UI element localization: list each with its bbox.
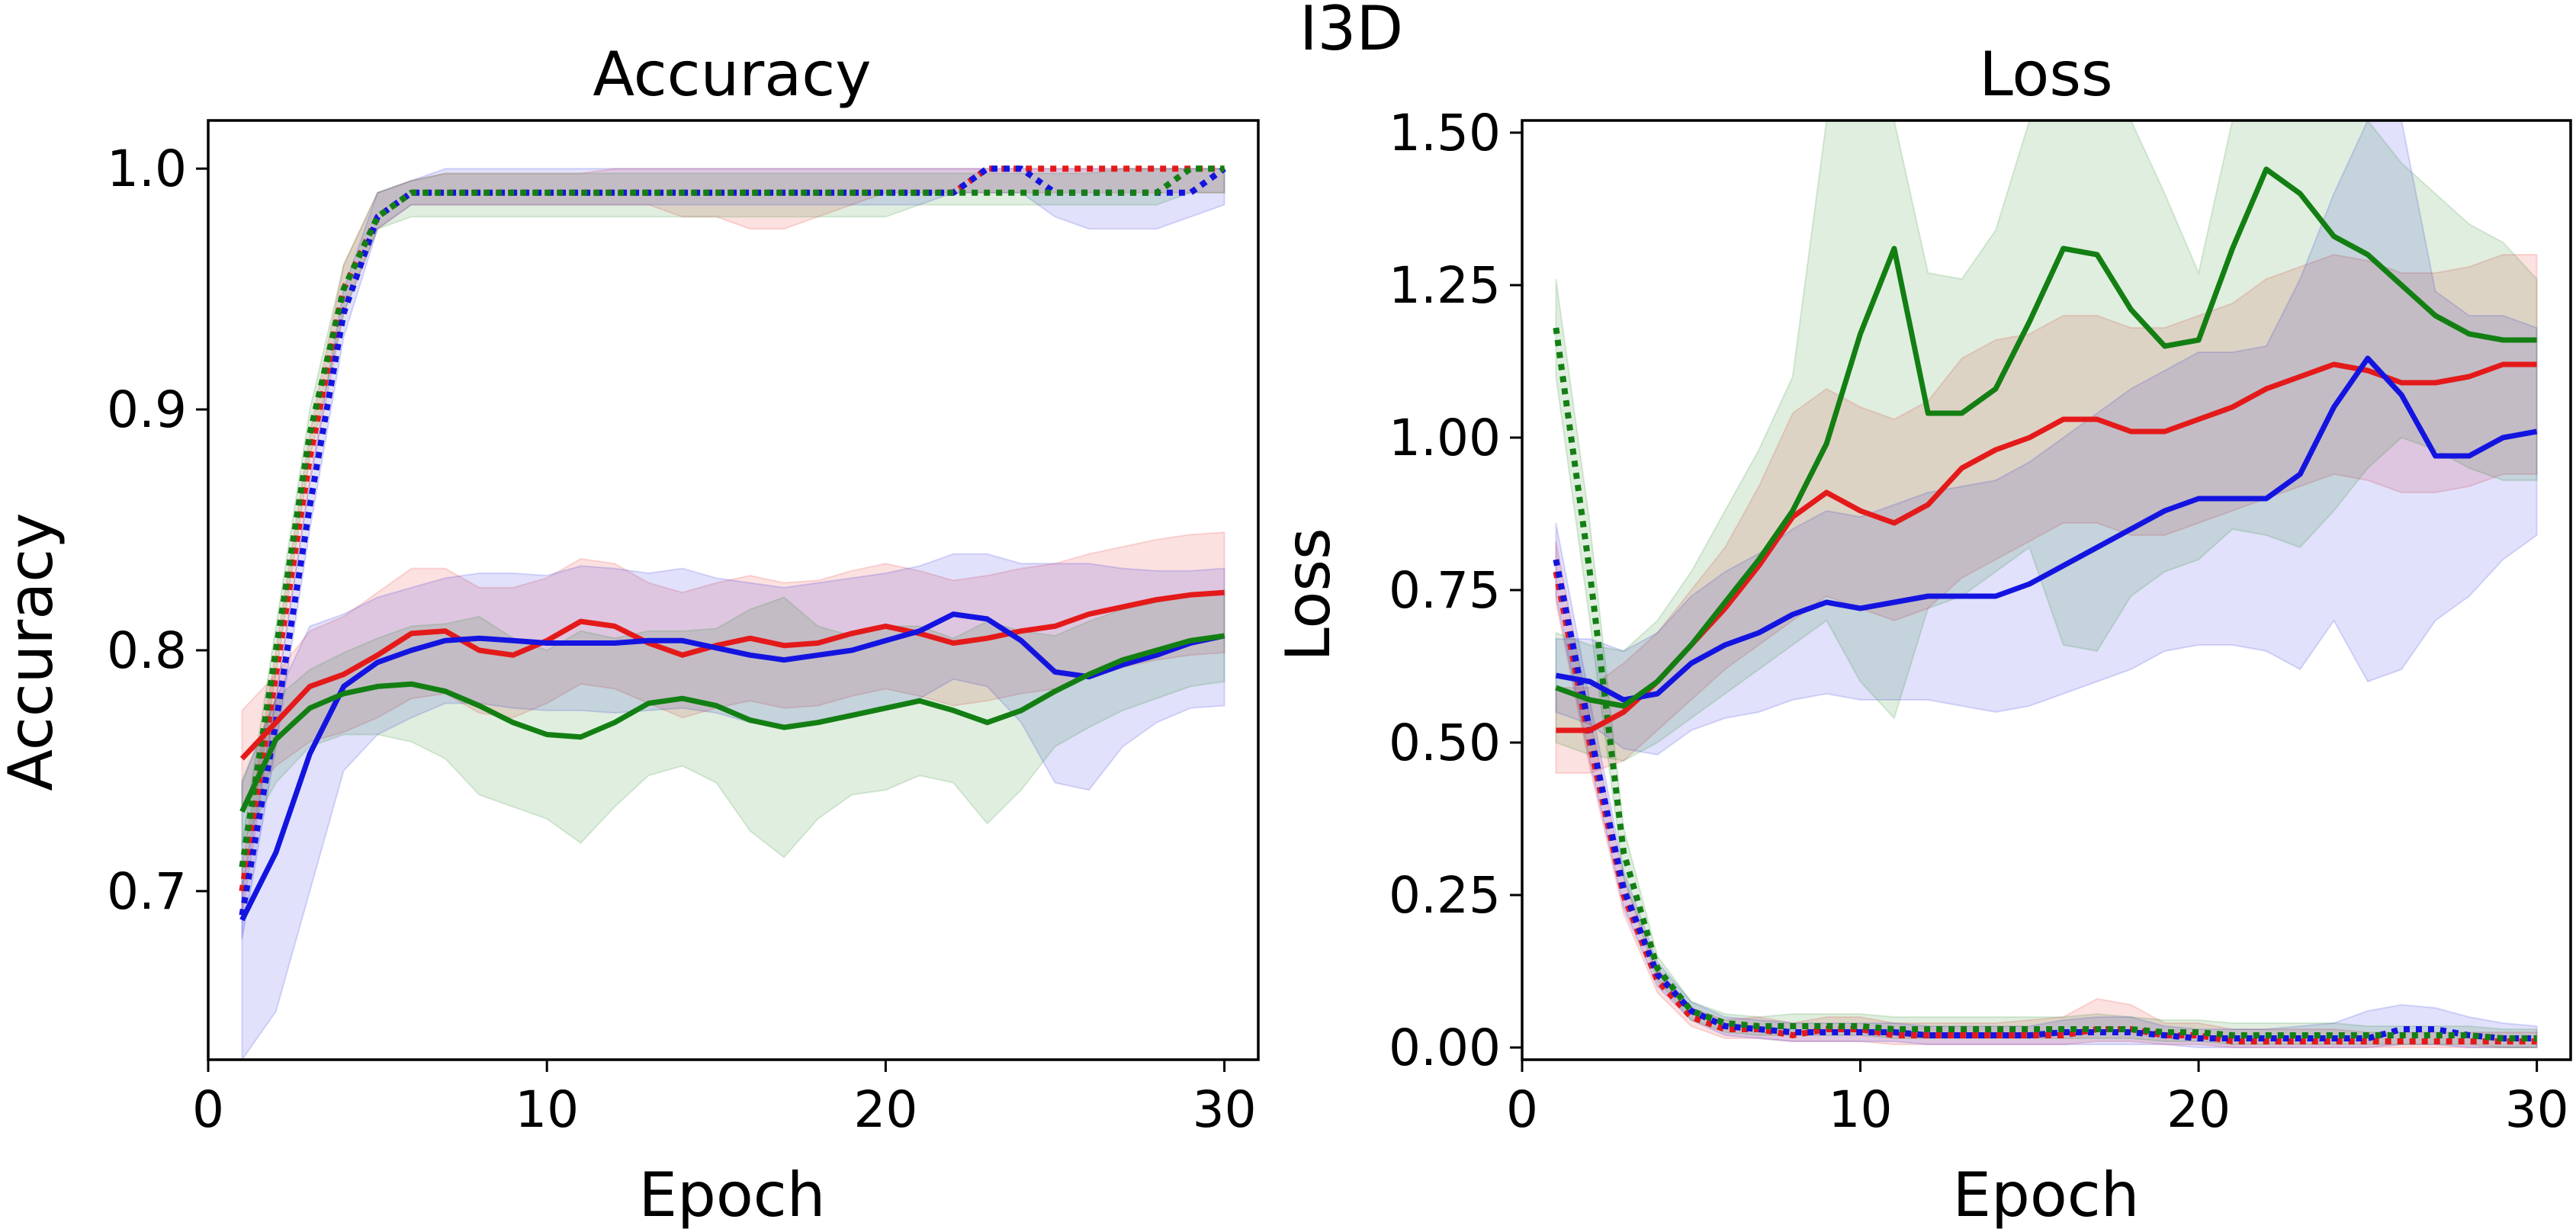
series-line-green-train [239,165,1225,868]
series-line-blue-train [1553,559,2537,1041]
loss-ylabel: Loss [1273,528,1344,661]
series-line-red-val [239,589,1225,761]
y-tick-label: 1.50 [1389,104,1501,162]
y-tick-label: 0.25 [1389,866,1501,925]
series-line-green-train [1553,327,2537,1041]
band-green-train [241,168,1225,892]
series-line-blue-val [1555,355,2538,703]
x-tick-label: 20 [2166,1080,2231,1139]
accuracy-ylabel: Accuracy [0,512,66,791]
x-tick-label: 30 [2505,1080,2569,1139]
loss-xlabel: Epoch [1953,1160,2140,1230]
band-red-train [1555,541,2538,1048]
x-tick-label: 0 [192,1080,224,1139]
loss-title: Loss [1979,39,2112,110]
accuracy-title: Accuracy [593,39,871,110]
y-tick-label: 1.0 [107,140,187,198]
accuracy-frame [207,119,1260,1061]
series-line-green-val [239,633,1225,813]
loss-bands [1555,120,2538,1048]
series-line-blue-val [239,611,1225,922]
x-tick-label: 30 [1193,1080,1257,1139]
band-blue-train [1555,522,2538,1048]
x-tick-label: 20 [853,1080,917,1139]
band-blue-train [241,168,1225,940]
band-green-val [241,589,1225,858]
y-tick-label: 0.8 [107,621,187,680]
y-tick-label: 1.25 [1389,256,1501,315]
accuracy-ticks: 0 10 20 30 0.7 0.8 0.9 1.0 [107,140,1257,1139]
accuracy-bands [241,168,1225,1063]
y-tick-label: 0.50 [1389,714,1501,772]
accuracy-xlabel: Epoch [639,1160,826,1230]
x-tick-label: 0 [1506,1080,1538,1139]
loss-frame [1521,119,2572,1061]
y-tick-label: 1.00 [1389,409,1501,467]
loss-lines [1553,166,2538,1044]
accuracy-lines [239,165,1226,922]
x-tick-label: 10 [1829,1080,1893,1139]
series-line-green-val [1555,166,2537,709]
band-red-train [241,168,1225,916]
x-tick-label: 10 [515,1080,579,1139]
y-tick-label: 0.9 [107,380,187,439]
y-tick-label: 0.7 [107,862,187,921]
band-blue-val [1555,120,2538,756]
loss-ticks: 0 10 20 30 0.00 0.25 0.50 0.75 1.00 1.25 1.50 [1389,104,2569,1139]
y-tick-label: 0.75 [1389,561,1501,620]
loss-panel: Loss Loss Epoch 0 10 20 30 0.00 0.25 0.50 0.75 1… [1273,39,2572,1230]
figure-title: I3D [1299,0,1403,64]
band-blue-val [241,553,1225,1063]
accuracy-panel: Accuracy Accuracy Epoch 0 10 20 30 0.7 0.8 0.9… [0,39,1260,1230]
band-red-val [241,531,1225,810]
y-tick-label: 0.00 [1389,1019,1501,1077]
series-line-red-train [1553,571,2537,1044]
series-line-red-val [1556,361,2537,733]
